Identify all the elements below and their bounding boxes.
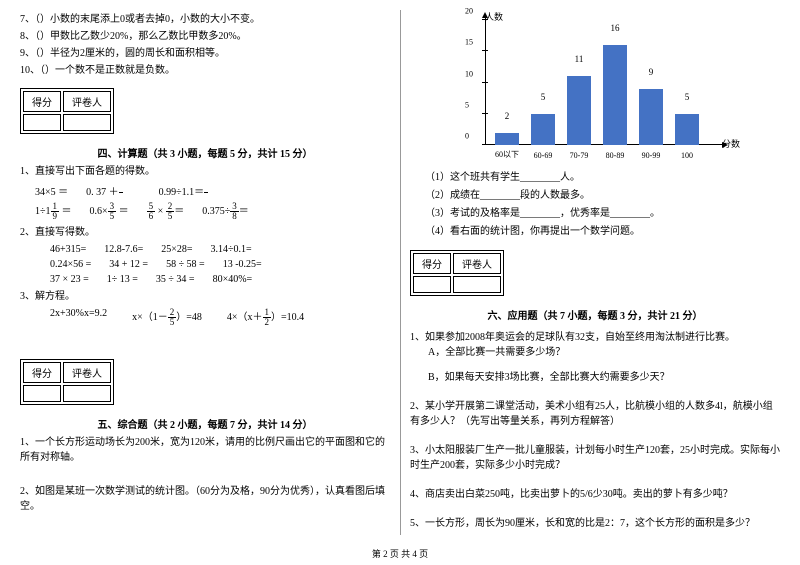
chart-q2: （2）成绩在________段的人数最多。: [425, 188, 780, 203]
tf-10: 10、（）一个数不是正数就是负数。: [20, 63, 390, 78]
score-box-5: 得分评卷人: [20, 359, 114, 405]
calc-row-2: 1÷119 ＝ 0.6×35 ＝ 56 × 25＝ 0.375÷38＝: [35, 202, 390, 221]
q4-2: 2、直接写得数。: [20, 225, 390, 240]
bar-5: [675, 114, 699, 145]
q5-1: 1、一个长方形运动场长为200米，宽为120米，请用的比例尺画出它的平面图和它的…: [20, 435, 390, 465]
y-axis: [485, 15, 486, 145]
bar-0: [495, 133, 519, 146]
app-q4: 4、商店卖出白菜250吨，比卖出萝卜的5/6少30吨。卖出的萝卜有多少吨？: [410, 487, 780, 502]
q5-2: 2、如图是某班一次数学测试的统计图。（60分为及格，90分为优秀），认真看图后填…: [20, 484, 390, 514]
tf-7: 7、（）小数的末尾添上0或者去掉0，小数的大小不变。: [20, 12, 390, 27]
right-column: 人数 分数 05101520260以下560-691170-791680-899…: [410, 10, 780, 545]
q4-3: 3、解方程。: [20, 289, 390, 304]
chart-questions: （1）这个班共有学生________人。 （2）成绩在________段的人数最…: [410, 170, 780, 239]
bar-4: [639, 89, 663, 145]
bar-chart: 人数 分数 05101520260以下560-691170-791680-899…: [455, 15, 735, 165]
section-4-title: 四、计算题（共 3 小题，每题 5 分，共计 15 分）: [20, 145, 390, 160]
app-q3: 3、小太阳服装厂生产一批儿童服装，计划每小时生产120套，25小时完成。实际每小…: [410, 443, 780, 473]
section-6-title: 六、应用题（共 7 小题，每题 3 分，共计 21 分）: [410, 307, 780, 322]
y-axis-label: 人数: [485, 10, 503, 23]
bar-2: [567, 76, 591, 145]
tf-9: 9、（）半径为2厘米的，圆的周长和面积相等。: [20, 46, 390, 61]
app-q5: 5、一长方形，周长为90厘米，长和宽的比是2：7，这个长方形的面积是多少？: [410, 516, 780, 531]
chart-q1: （1）这个班共有学生________人。: [425, 170, 780, 185]
app-q2: 2、某小学开展第二课堂活动，美术小组有25人，比航模小组的人数多4l，航模小组有…: [410, 399, 780, 429]
chart-q4: （4）看右面的统计图，你再提出一个数学问题。: [425, 224, 780, 239]
page-footer: 第 2 页 共 4 页: [0, 547, 800, 560]
calc-row-1: 34×5 ＝ 0. 37 ＋ 0.99÷1.1＝: [35, 183, 390, 198]
calc-block-3: 46+315=12.8-7.6=25×28=3.14÷0.1= 0.24×56 …: [35, 244, 390, 285]
q4-1: 1、直接写出下面各题的得数。: [20, 164, 390, 179]
eq-row: 2x+30%x=9.2 x×（1－25）=48 4×（x＋12）=10.4: [50, 308, 390, 327]
score-box-6: 得分评卷人: [410, 250, 504, 296]
column-divider: [400, 10, 401, 535]
bar-1: [531, 114, 555, 145]
tf-8: 8、（）甲数比乙数少20%，那么乙数比甲数多20%。: [20, 29, 390, 44]
tf-questions: 7、（）小数的末尾添上0或者去掉0，小数的大小不变。 8、（）甲数比乙数少20%…: [20, 12, 390, 78]
score-box-4: 得分评卷人: [20, 88, 114, 134]
section-5-title: 五、综合题（共 2 小题，每题 7 分，共计 14 分）: [20, 416, 390, 431]
left-column: 7、（）小数的末尾添上0或者去掉0，小数的大小不变。 8、（）甲数比乙数少20%…: [20, 10, 390, 545]
app-q1: 1、如果参加2008年奥运会的足球队有32支，自始至终用淘汰制进行比赛。 A，全…: [410, 330, 780, 385]
x-axis-label: 分数: [722, 137, 740, 150]
bar-3: [603, 45, 627, 145]
chart-q3: （3）考试的及格率是________，优秀率是________。: [425, 206, 780, 221]
